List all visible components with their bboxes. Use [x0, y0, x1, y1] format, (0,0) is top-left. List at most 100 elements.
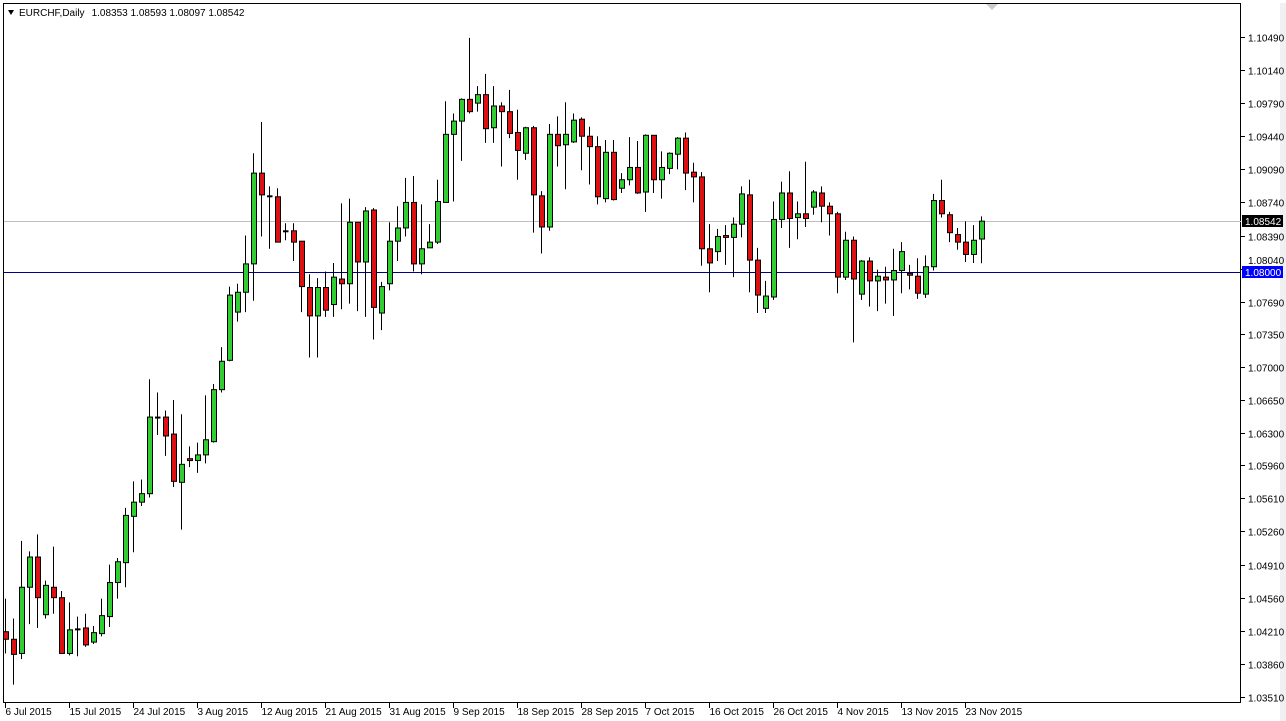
candle-body-bear [163, 416, 169, 437]
candle-body-bear [699, 176, 705, 250]
candle-body-bull [675, 137, 681, 155]
candle-body-bear [59, 597, 65, 654]
candle-body-bull [395, 227, 401, 242]
candle [139, 479, 145, 506]
candle-body-bear [515, 131, 521, 151]
candle [459, 98, 465, 161]
candle-body-bear [275, 196, 281, 243]
chart-header: EURCHF,Daily 1.08353 1.08593 1.08097 1.0… [8, 8, 245, 19]
candle-body-bull [123, 514, 129, 564]
candle-body-bull [571, 119, 577, 143]
y-tick-label: 1.07690 [1248, 299, 1285, 310]
candle [643, 134, 649, 212]
candle-body-bear [371, 209, 377, 308]
x-tick-label: 12 Aug 2015 [262, 707, 319, 718]
candle-body-bull [419, 248, 425, 265]
triangle-down-icon[interactable] [8, 10, 14, 15]
candle [243, 235, 249, 313]
candle-body-bull [843, 239, 849, 278]
candle-body-bull [891, 270, 897, 281]
candle-body-bear [299, 240, 305, 288]
candle-body-bull [147, 416, 153, 495]
candle [323, 271, 329, 317]
chart-shift-marker-icon[interactable] [986, 4, 998, 10]
y-tick-label: 1.03860 [1248, 661, 1285, 672]
y-tick-label: 1.09090 [1248, 166, 1285, 177]
candle [27, 551, 33, 625]
candle-body-bull [195, 454, 201, 462]
candle [859, 260, 865, 300]
candle-body-bull [115, 561, 121, 584]
candle [619, 173, 625, 193]
candle-body-bear [907, 272, 913, 276]
x-tick-label: 18 Sep 2015 [518, 707, 575, 718]
candle [155, 392, 161, 436]
candle-body-bear [291, 230, 297, 243]
candle [611, 140, 617, 201]
candle-body-bull [387, 240, 393, 285]
candle [595, 136, 601, 205]
candle-body-bear [355, 221, 361, 263]
candle [707, 224, 713, 293]
candle-body-bear [531, 127, 537, 196]
candle-body-bull [379, 286, 385, 314]
candle-body-bear [947, 214, 953, 234]
candle [731, 217, 737, 278]
candle-body-bear [747, 194, 753, 261]
window-edge [1280, 3, 1286, 721]
x-tick-label: 3 Aug 2015 [198, 707, 249, 718]
symbol-label: EURCHF,Daily [19, 8, 85, 19]
candle [915, 258, 921, 299]
candle [235, 283, 241, 322]
candle-body-bull [923, 266, 929, 295]
candle [307, 274, 313, 358]
candle-body-bear [707, 248, 713, 264]
candle [267, 186, 273, 249]
y-tick-label: 1.04210 [1248, 628, 1285, 639]
candle-body-bull [475, 94, 481, 104]
candle-body-bull [99, 615, 105, 635]
candle-body-bear [819, 192, 825, 207]
candle [635, 140, 641, 194]
candle [851, 236, 857, 343]
candle [923, 255, 929, 298]
candle [171, 400, 177, 488]
candle-body-bear [851, 239, 857, 280]
candle-body-bull [811, 191, 817, 208]
candle [203, 395, 209, 464]
candle [275, 188, 281, 243]
candle [659, 151, 665, 199]
candle-body-bear [635, 166, 641, 194]
candle-body-bear [51, 586, 57, 599]
candle [467, 37, 473, 114]
y-tick-label: 1.06650 [1248, 397, 1285, 408]
candle [483, 73, 489, 143]
candle [131, 481, 137, 553]
candle [283, 223, 289, 241]
candle [651, 134, 657, 193]
candle [947, 211, 953, 243]
candle [907, 264, 913, 290]
candle-body-bull [427, 241, 433, 249]
bid-price-label: 1.08542 [1245, 217, 1282, 228]
candle [827, 202, 833, 236]
y-tick-label: 1.04910 [1248, 562, 1285, 573]
bid-price-label-bg [1242, 215, 1283, 227]
candle [675, 137, 681, 170]
candle [531, 125, 537, 233]
candle [715, 228, 721, 262]
candle-body-bull [619, 179, 625, 189]
candle [763, 280, 769, 314]
candle-body-bull [931, 200, 937, 268]
candle-body-bear [171, 433, 177, 482]
candle [291, 223, 297, 262]
y-tick-label: 1.05610 [1248, 495, 1285, 506]
candle-body-bull [643, 134, 649, 193]
candle [739, 186, 745, 238]
candle-body-bull [331, 276, 337, 306]
candle-body-bear [683, 137, 689, 174]
candle-body-bear [483, 94, 489, 130]
candle [3, 598, 9, 654]
candle [491, 86, 497, 143]
